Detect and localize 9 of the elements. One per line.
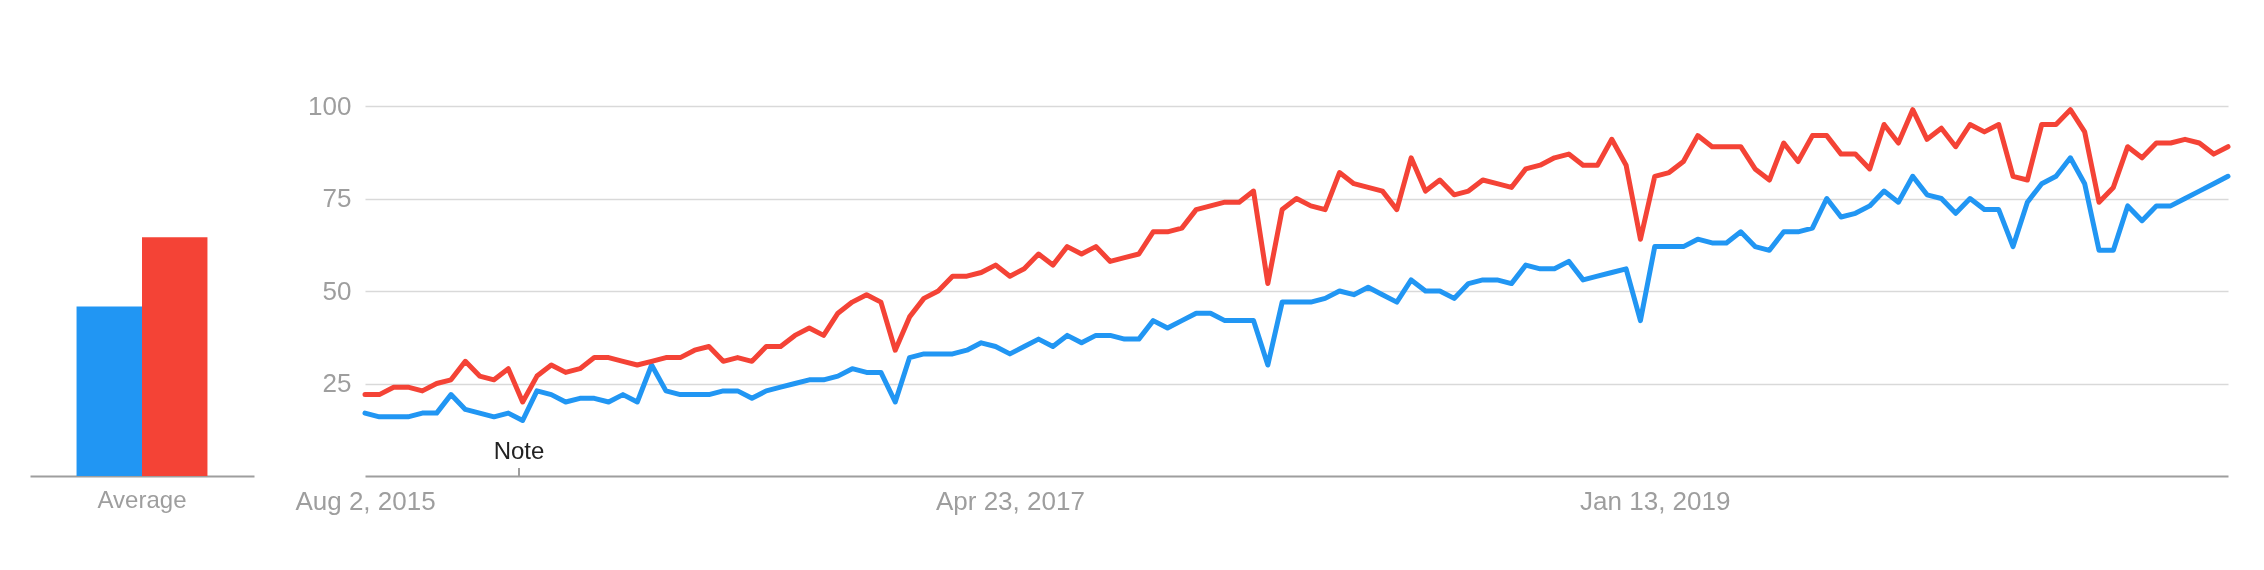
x-tick-label: Average <box>97 485 187 513</box>
y-tick-label: 50 <box>322 275 352 306</box>
y-tick-label: 100 <box>308 90 352 121</box>
x-tick-label: Apr 23, 2017 <box>935 485 1085 516</box>
x-tick-label: Aug 2, 2015 <box>295 485 436 516</box>
x-tick-label: Jan 13, 2019 <box>1580 485 1731 516</box>
annotation: Note <box>493 437 545 464</box>
y-tick-label: 75 <box>322 183 352 213</box>
y-tick-label: 25 <box>322 368 352 398</box>
